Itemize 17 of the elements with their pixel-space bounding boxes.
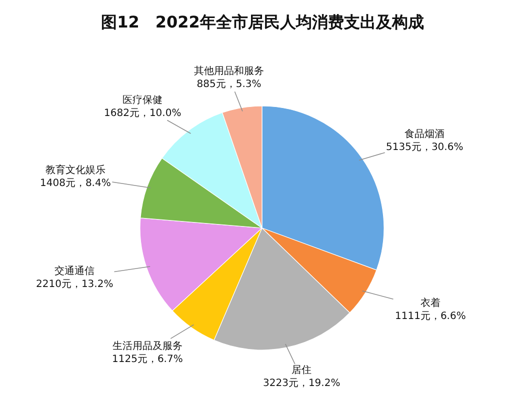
data-label: 1408元，8.4% [40, 178, 111, 189]
slice-label: 医疗保健 [122, 94, 163, 106]
data-label: 885元，5.3% [196, 79, 262, 90]
slice-label: 教育文化娱乐 [45, 164, 106, 176]
data-label: 2210元，13.2% [36, 279, 114, 290]
slice-label: 衣着 [420, 297, 440, 309]
data-label: 3223元，19.2% [263, 378, 340, 389]
data-label: 1111元，6.6% [395, 311, 466, 322]
slice-label: 交通通信 [54, 265, 95, 277]
slice-label: 居住 [292, 365, 312, 376]
data-label: 1125元，6.7% [112, 354, 183, 365]
slice-label: 生活用品及服务 [112, 340, 182, 352]
data-label: 5135元，30.6% [386, 142, 464, 153]
slice-label: 食品烟酒 [404, 128, 445, 140]
chart-title: 图12 2022年全市居民人均消费支出及构成 [101, 12, 424, 32]
slice-label: 其他用品和服务 [194, 65, 264, 77]
data-label: 1682元，10.0% [104, 108, 182, 119]
